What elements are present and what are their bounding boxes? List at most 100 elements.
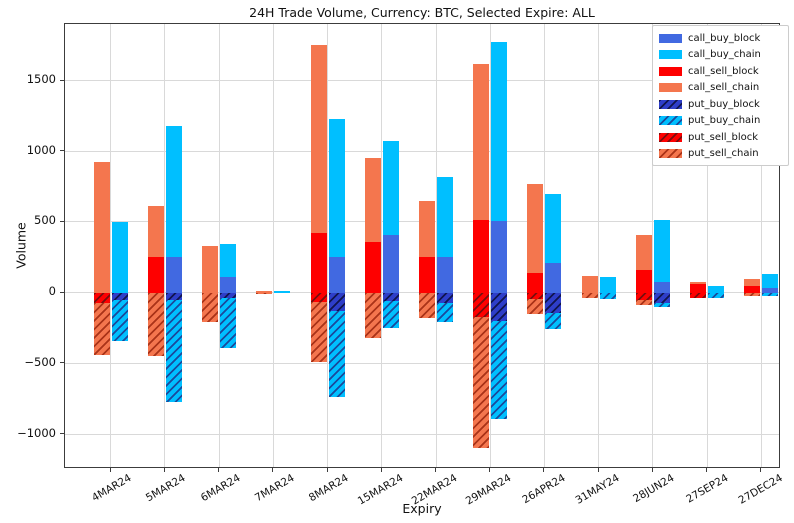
- y-tick: [60, 150, 64, 152]
- gridline-vertical: [435, 24, 437, 467]
- legend-label: call_sell_block: [688, 65, 759, 77]
- bar-segment-put_buy_chain: [111, 299, 128, 342]
- gridline-vertical: [272, 24, 274, 467]
- gridline-vertical: [381, 24, 383, 467]
- bar-segment-call_buy_chain: [274, 290, 291, 293]
- bar-segment-call_buy_block: [328, 257, 345, 293]
- legend-swatch-put_sell_chain: [659, 149, 682, 159]
- gridline-horizontal: [65, 433, 779, 435]
- bar-segment-call_buy_chain: [545, 194, 562, 263]
- bar-segment-call_buy_block: [491, 220, 508, 293]
- bar-segment-put_sell_chain: [93, 302, 110, 355]
- bar-segment-call_buy_chain: [328, 119, 345, 258]
- y-tick-label: −500: [24, 354, 56, 369]
- bar-segment-call_sell_chain: [147, 206, 164, 257]
- bar-segment-call_buy_block: [653, 282, 670, 293]
- bar-segment-call_sell_block: [744, 286, 761, 293]
- y-tick: [60, 291, 64, 293]
- bar-segment-call_buy_chain: [111, 221, 128, 293]
- legend-swatch-call_sell_chain: [659, 83, 682, 93]
- gridline-vertical: [110, 24, 112, 467]
- x-tick: [706, 468, 708, 472]
- y-tick: [60, 362, 64, 364]
- bar-segment-put_sell_block: [473, 292, 490, 318]
- bar-segment-put_sell_block: [635, 292, 652, 301]
- bar-segment-put_buy_chain: [762, 292, 779, 297]
- gridline-vertical: [489, 24, 491, 467]
- bar-segment-put_sell_chain: [202, 292, 219, 322]
- bar-segment-call_sell_chain: [690, 282, 707, 285]
- bar-segment-call_sell_block: [364, 241, 381, 293]
- legend-label: call_sell_chain: [688, 82, 760, 94]
- bar-segment-call_buy_block: [437, 257, 454, 293]
- x-tick: [489, 468, 491, 472]
- bar-segment-put_buy_chain: [708, 292, 725, 298]
- x-tick: [543, 468, 545, 472]
- legend-swatch-put_buy_chain: [659, 116, 682, 126]
- legend-label: put_buy_block: [688, 98, 760, 110]
- bar-segment-call_sell_block: [419, 257, 436, 293]
- x-tick: [435, 468, 437, 472]
- gridline-vertical: [706, 24, 708, 467]
- bar-segment-call_buy_chain: [653, 219, 670, 283]
- y-tick-label: 1000: [26, 142, 56, 157]
- bar-segment-put_sell_chain: [310, 301, 327, 362]
- legend-item-call_buy_chain: call_buy_chain: [659, 47, 788, 64]
- legend-item-put_sell_block: put_sell_block: [659, 129, 788, 146]
- bar-segment-put_sell_chain: [256, 292, 273, 295]
- x-tick-label: 5MAR24: [144, 472, 188, 505]
- y-tick-label: 0: [48, 284, 56, 299]
- bar-segment-put_buy_chain: [653, 303, 670, 307]
- legend-item-put_buy_chain: put_buy_chain: [659, 113, 788, 130]
- bar-segment-call_sell_block: [690, 284, 707, 293]
- bar-segment-call_buy_block: [762, 288, 779, 293]
- bar-segment-call_buy_chain: [762, 274, 779, 289]
- gridline-vertical: [327, 24, 329, 467]
- bar-segment-put_buy_block: [328, 292, 345, 312]
- bar-segment-put_buy_chain: [437, 302, 454, 322]
- x-tick-label: 6MAR24: [198, 472, 243, 505]
- bar-segment-put_sell_chain: [635, 300, 652, 305]
- gridline-vertical: [218, 24, 220, 467]
- x-tick: [272, 468, 274, 472]
- bar-segment-call_buy_chain: [437, 176, 454, 258]
- gridline-horizontal: [65, 362, 779, 364]
- bar-segment-put_buy_block: [437, 292, 454, 303]
- x-tick: [218, 468, 220, 472]
- legend-label: call_buy_block: [688, 32, 761, 44]
- legend-swatch-put_buy_block: [659, 99, 682, 109]
- legend-item-call_sell_chain: call_sell_chain: [659, 80, 788, 97]
- legend-label: put_buy_chain: [688, 115, 761, 127]
- y-tick-label: 1500: [26, 72, 56, 87]
- y-tick-label: 500: [34, 213, 56, 228]
- bar-segment-put_sell_chain: [527, 299, 544, 314]
- x-tick-label: 4MAR24: [89, 472, 134, 505]
- legend-swatch-call_sell_block: [659, 66, 682, 76]
- legend-swatch-call_buy_chain: [659, 50, 682, 60]
- bar-segment-put_buy_chain: [220, 298, 237, 348]
- bar-segment-call_buy_block: [382, 234, 399, 293]
- y-tick: [60, 79, 64, 81]
- x-tick: [109, 468, 111, 472]
- bar-segment-put_buy_chain: [328, 311, 345, 398]
- bar-segment-call_sell_chain: [635, 235, 652, 271]
- x-tick: [380, 468, 382, 472]
- bar-segment-call_buy_chain: [220, 243, 237, 278]
- bar-segment-put_buy_block: [111, 292, 128, 300]
- bar-segment-put_sell_chain: [744, 292, 761, 296]
- gridline-vertical: [543, 24, 545, 467]
- x-tick: [163, 468, 165, 472]
- bar-segment-call_buy_chain: [599, 277, 616, 293]
- x-axis-label: Expiry: [402, 501, 442, 516]
- y-tick-label: −1000: [17, 425, 56, 440]
- bar-segment-call_sell_chain: [93, 161, 110, 293]
- y-tick: [60, 220, 64, 222]
- bar-segment-call_buy_chain: [382, 141, 399, 235]
- legend-item-put_sell_chain: put_sell_chain: [659, 146, 788, 163]
- bar-segment-put_sell_chain: [581, 292, 598, 299]
- bar-segment-call_sell_chain: [364, 157, 381, 242]
- gridline-vertical: [652, 24, 654, 467]
- bar-segment-put_sell_chain: [419, 292, 436, 319]
- bar-segment-call_sell_block: [473, 219, 490, 293]
